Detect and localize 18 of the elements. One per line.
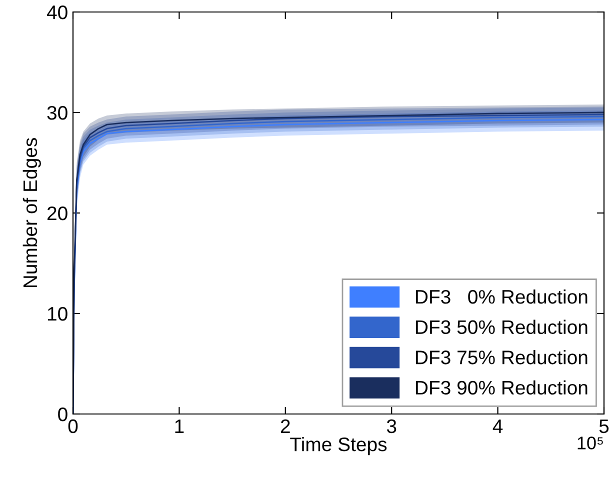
legend-label: DF3 90% Reduction [416,380,588,395]
y-axis-title: Number of Edges [22,138,41,288]
x-tick-label: 3 [386,419,396,434]
x-tick-label: 5 [599,420,609,434]
x-axis-title: Time Steps [290,436,387,456]
y-tick-label: 0 [58,407,68,422]
x-tick-label: 1 [175,420,184,433]
y-tick-label: 10 [48,306,68,321]
x-tick-label: 2 [280,419,290,433]
y-tick-label: 20 [47,206,68,220]
y-tick-label: 40 [46,5,68,20]
legend-label: DF3 50% Reduction [416,320,588,334]
y-tick-label: 30 [47,106,68,120]
x-tick-label: 4 [492,420,503,433]
x-tick-label: 0 [68,419,78,434]
text: 10⁵ [578,436,603,450]
legend-label: DF3 0% Reduction [416,289,588,304]
legend-label: DF3 75% Reduction [416,350,588,364]
